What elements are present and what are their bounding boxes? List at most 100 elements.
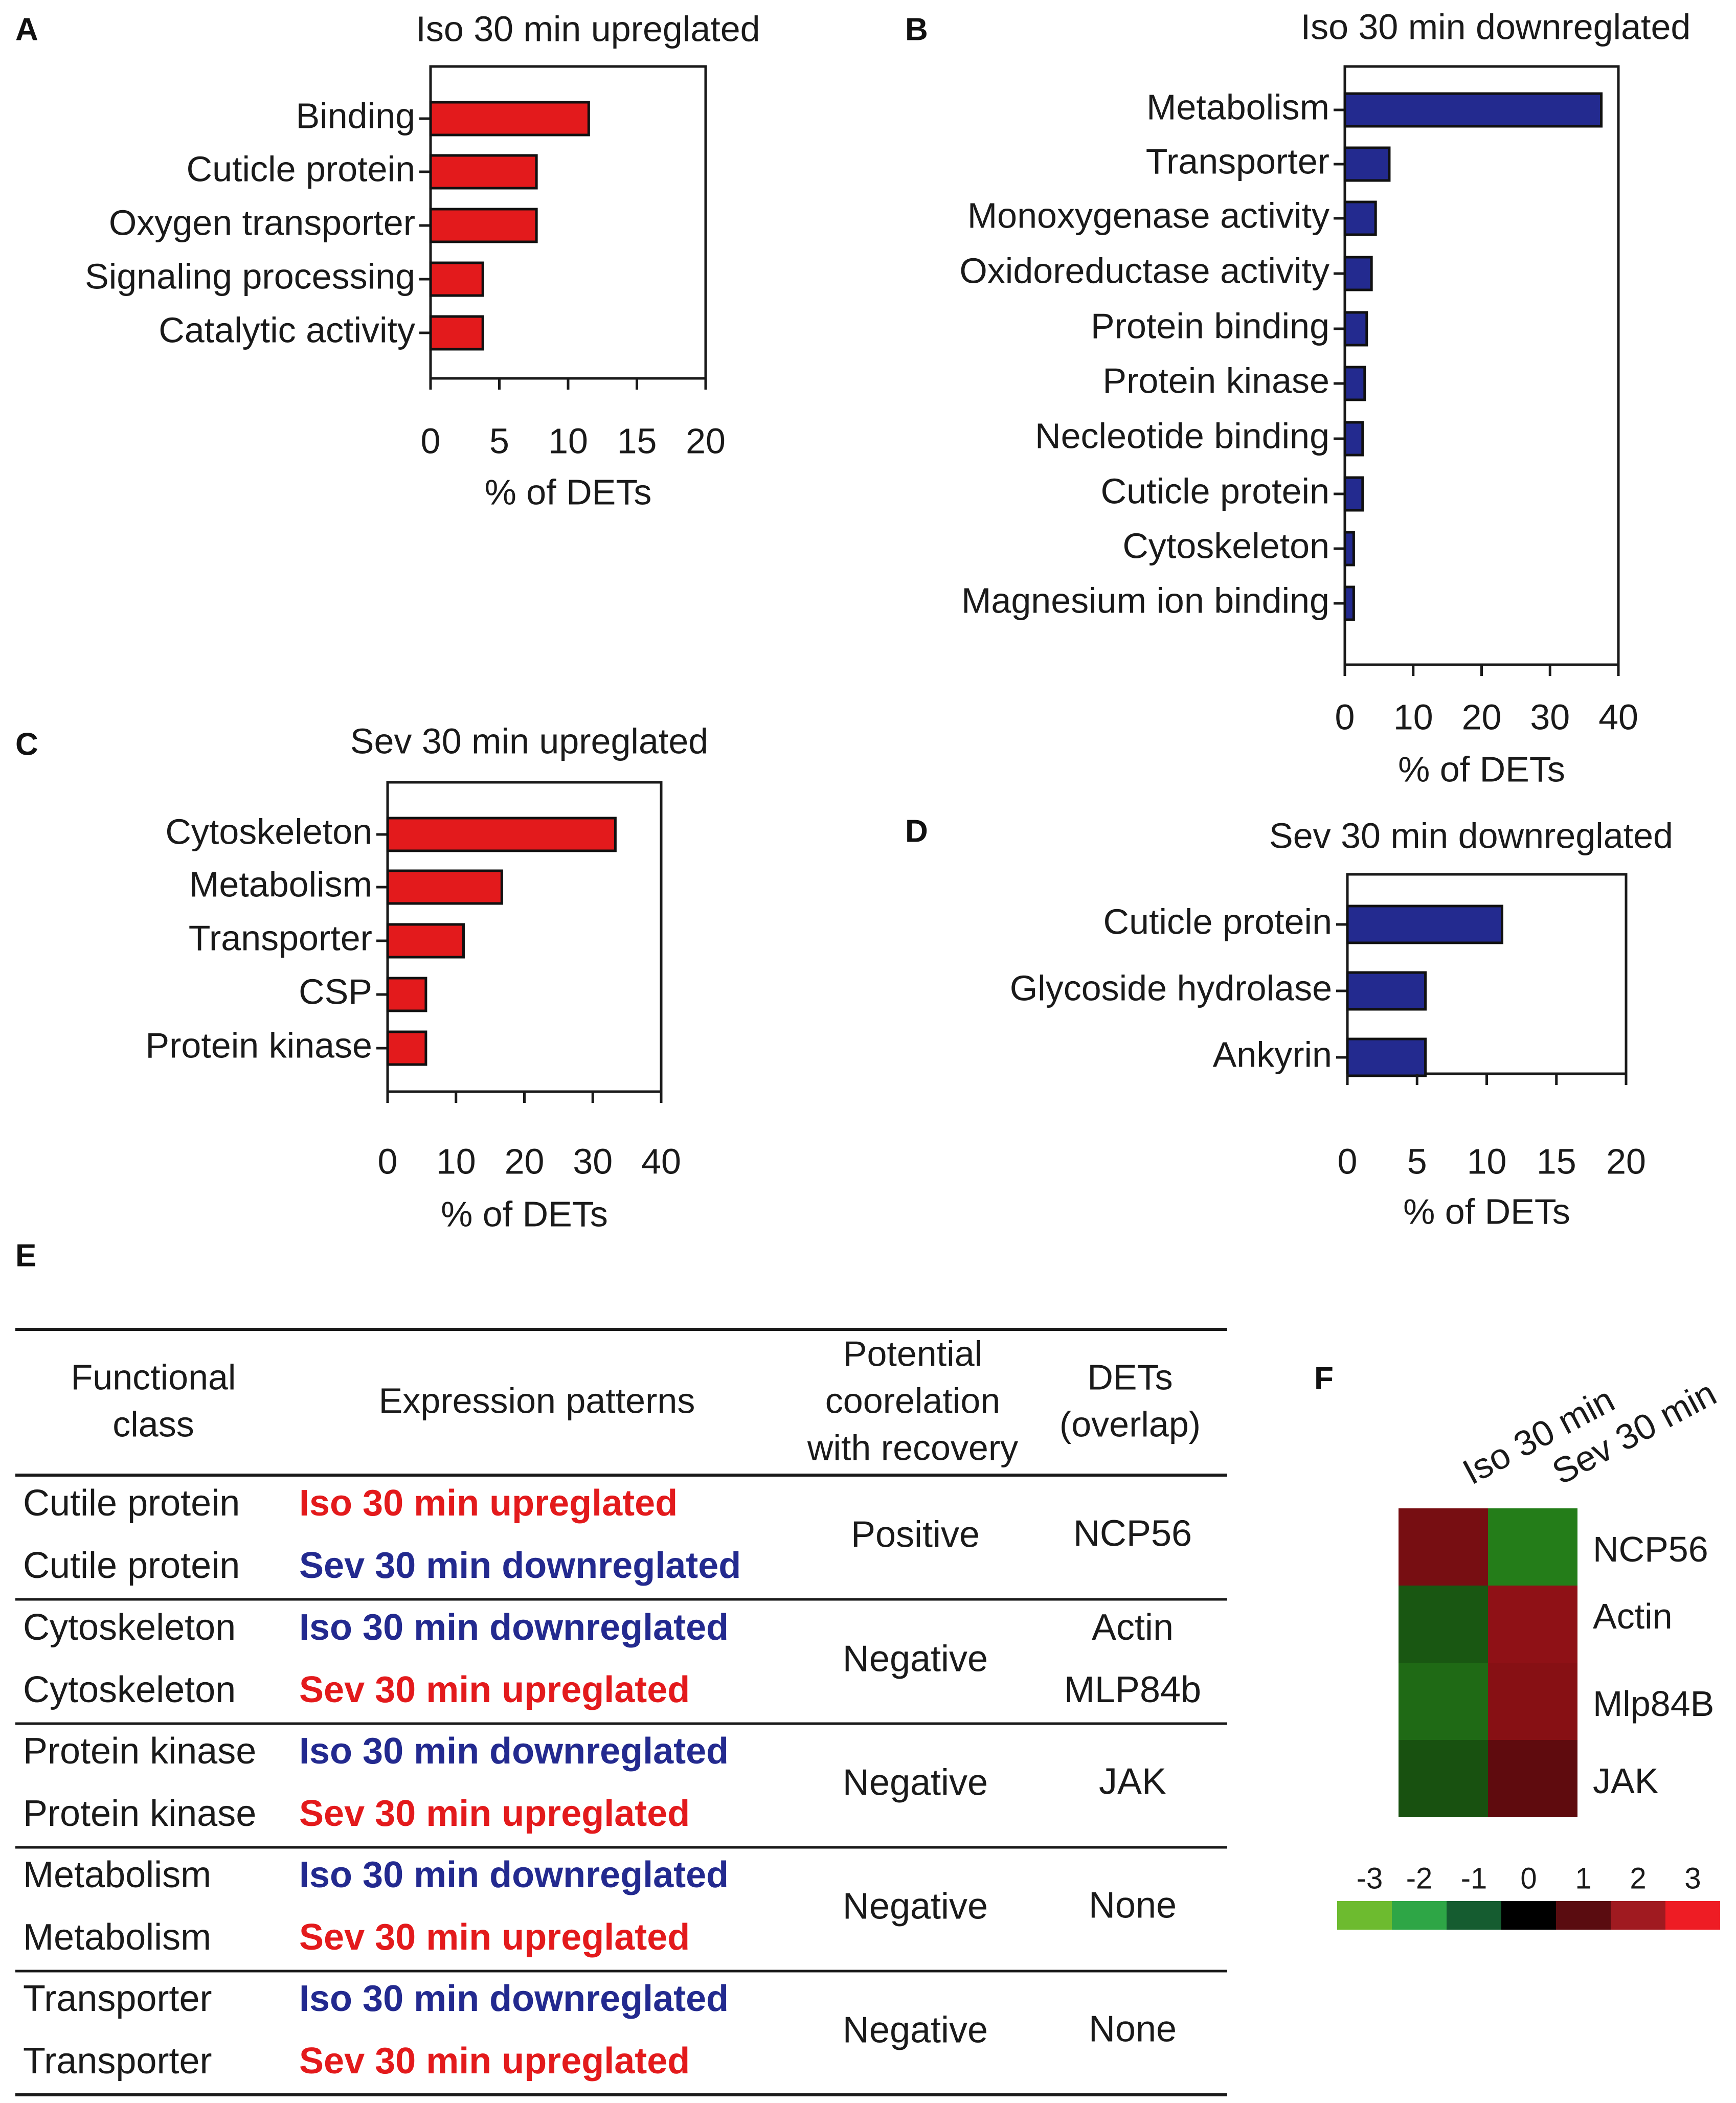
expression-pattern-cell: Sev 30 min upreglated [299,1669,690,1710]
functional-class-cell: Cutile protein [23,1545,240,1586]
table-group: Protein kinase Iso 30 min downreglated Pro… [15,1731,1227,1849]
functional-class-cell: Protein kinase [23,1731,256,1772]
category-label: Metabolism [1146,87,1329,127]
category-label: Catalytic activity [159,310,415,350]
heatmap-cell [1488,1508,1577,1586]
x-tick-label: 5 [489,421,509,461]
expression-pattern-cell: Iso 30 min downreglated [299,1855,729,1895]
x-axis-label: % of DETs [1403,1191,1570,1231]
header-line: Potential [843,1333,982,1373]
x-tick-label: 0 [378,1141,398,1181]
category-label: Glycoside hydrolase [1010,968,1332,1008]
heatmap-row-label: Mlp84B [1593,1684,1714,1724]
bar [1346,904,1503,944]
colorbar-swatch [1556,1901,1611,1930]
x-tick-label: 10 [1393,697,1433,737]
bar [386,923,465,959]
panel-label: D [905,813,928,849]
heatmap-row-label: NCP56 [1593,1529,1708,1569]
dets-cell: MLP84b [1064,1669,1201,1710]
table-header: Functional class Expression patterns Potent… [71,1333,1201,1467]
expression-pattern-cell: Iso 30 min downreglated [299,1978,729,2019]
x-tick-label: 10 [548,421,588,461]
panel-label: B [905,12,928,47]
colorbar-tick-label: 1 [1575,1862,1591,1895]
table-group: Metabolism Iso 30 min downreglated Metabol… [15,1855,1227,1973]
bar [1346,971,1427,1011]
panel-label: F [1314,1361,1334,1396]
heatmap-cell [1399,1586,1488,1663]
x-tick-label: 30 [573,1141,613,1181]
bar [429,261,484,297]
category-label: CSP [299,971,372,1011]
functional-class-cell: Cutile protein [23,1483,240,1524]
heatmap-cell [1399,1508,1488,1586]
bar [1343,476,1364,512]
header-line: class [112,1404,194,1444]
category-label: Protein binding [1091,306,1329,346]
heatmap-cell [1488,1586,1577,1663]
table-header-cell: Expression patterns [379,1381,695,1420]
colorbar-swatch [1501,1901,1556,1930]
heatmap-cell [1488,1663,1577,1740]
correlation-cell: Negative [843,1886,988,1927]
panel-c: C Sev 30 min upreglated Cytoskeleton Metabo… [15,721,708,1234]
dets-cell: JAK [1099,1761,1166,1802]
dets-cell: None [1089,2009,1177,2050]
colorbar-tick-label: 2 [1630,1862,1646,1895]
x-tick-label: 30 [1530,697,1570,737]
category-label: Binding [296,96,415,135]
x-tick-label: 20 [686,421,726,461]
category-label: Oxygen transporter [109,202,415,242]
panel-d: D Sev 30 min downreglated Cuticle protein G… [905,813,1673,1231]
heatmap-cell [1488,1740,1577,1817]
chart-title: Iso 30 min downreglated [1301,7,1691,47]
header-line: Functional [71,1357,236,1397]
category-label: Ankyrin [1213,1034,1332,1074]
category-label: Protein kinase [145,1025,372,1065]
functional-class-cell: Transporter [23,2041,212,2082]
expression-pattern-cell: Sev 30 min downreglated [299,1545,741,1586]
category-label: Transporter [189,918,372,958]
category-label: Cuticle protein [1103,901,1332,941]
expression-pattern-cell: Sev 30 min upreglated [299,1917,690,1958]
bar [1343,421,1364,457]
bar [1343,200,1377,236]
x-tick-label: 20 [505,1141,545,1181]
colorbar-swatch [1611,1901,1665,1930]
bar [1343,146,1391,182]
correlation-cell: Negative [843,1639,988,1680]
bar [1343,366,1366,401]
x-axis-label: % of DETs [1398,749,1565,789]
panel-e: E Functional class Expression patterns Poten… [15,1238,1227,2096]
bar [386,977,427,1012]
colorbar-tick-label: -3 [1357,1862,1383,1895]
bar [386,817,617,852]
category-label: Cytoskeleton [165,811,372,851]
bar [1343,256,1373,291]
panel-a: A Iso 30 min upreglated Binding Cuticle pro… [15,9,760,512]
table-header-cell: Functional class [71,1357,236,1444]
category-label: Cuticle protein [187,149,415,189]
expression-pattern-cell: Iso 30 min downreglated [299,1607,729,1648]
correlation-cell: Negative [843,2010,988,2051]
chart-title: Sev 30 min upreglated [350,721,708,761]
expression-pattern-cell: Sev 30 min upreglated [299,1793,690,1834]
panel-label: E [15,1238,36,1273]
bar [429,315,484,351]
table-header-cell: Potential coorelation with recovery [807,1333,1018,1467]
colorbar-tick-label: -2 [1406,1862,1433,1895]
bar [429,154,538,190]
x-tick-label: 0 [421,421,441,461]
chart-title: Sev 30 min downreglated [1269,816,1673,855]
colorbar-swatch [1447,1901,1501,1930]
category-label: Protein kinase [1102,360,1329,400]
expression-pattern-cell: Sev 30 min upreglated [299,2041,690,2082]
category-label: Metabolism [189,864,372,904]
heatmap-cell [1399,1740,1488,1817]
heatmap-row-label: Actin [1593,1596,1673,1636]
bar [1343,92,1603,128]
x-tick-label: 10 [436,1141,476,1181]
x-tick-label: 15 [1537,1141,1576,1181]
